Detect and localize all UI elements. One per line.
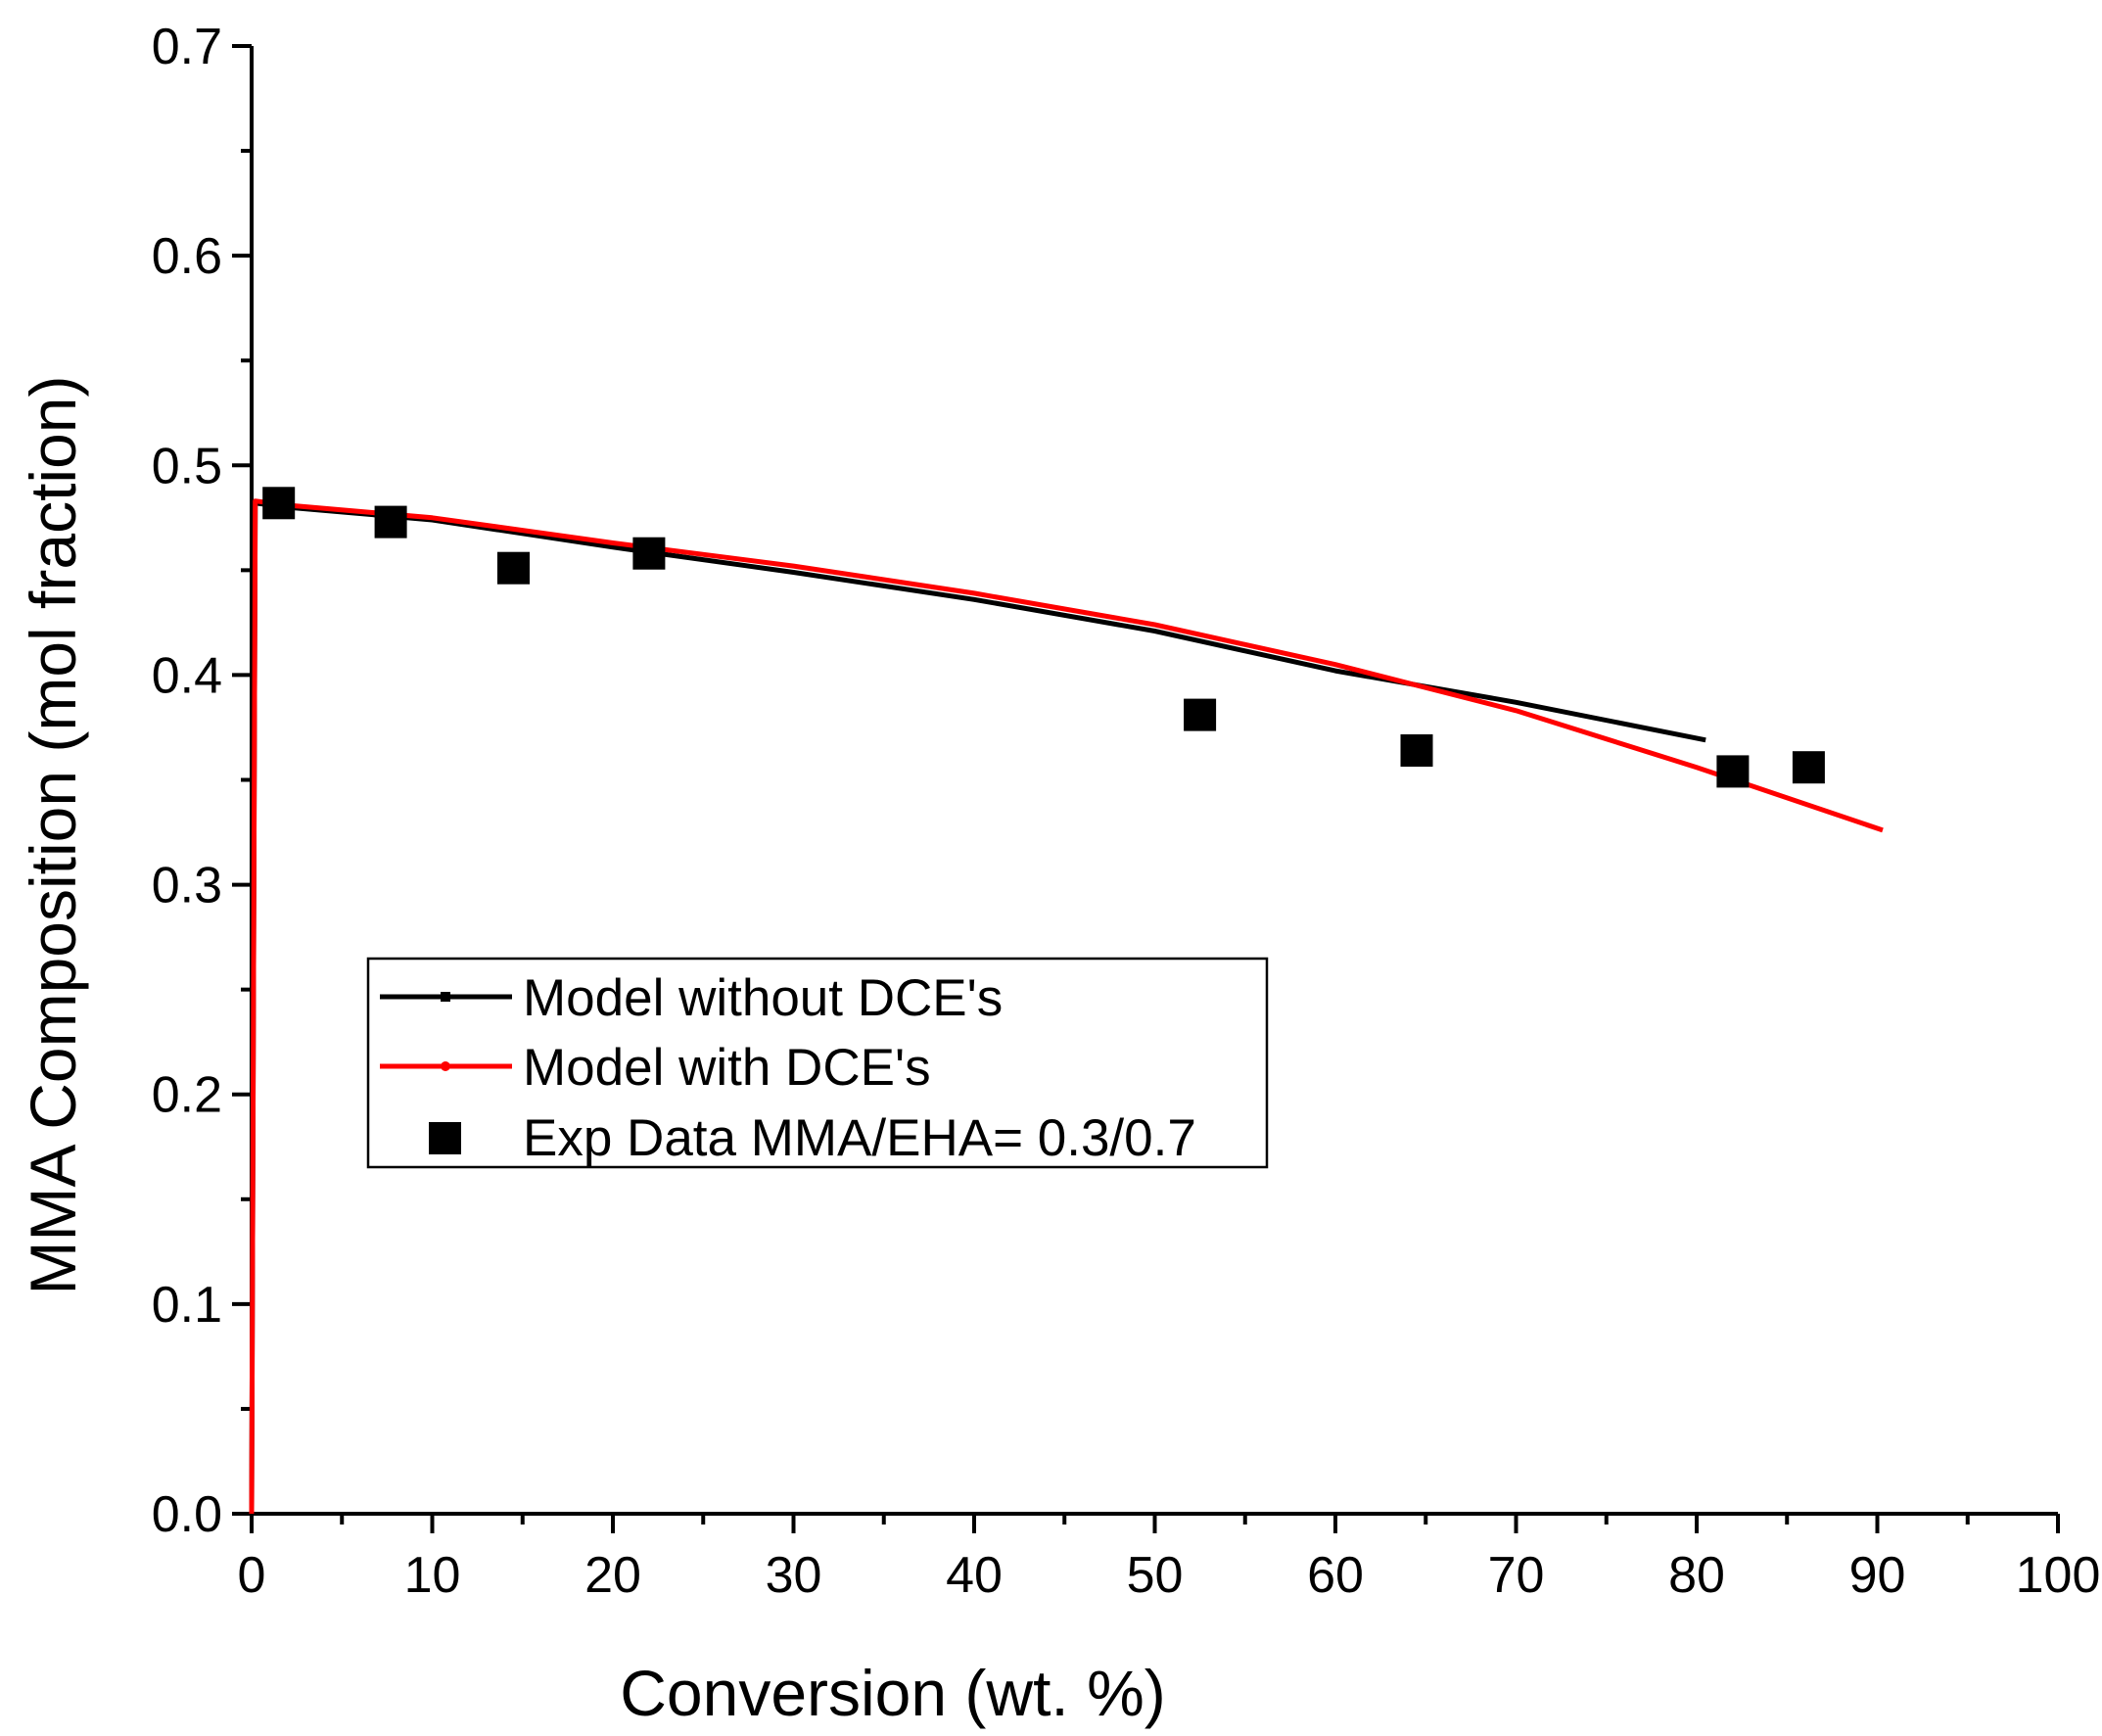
legend-marker-exp-data xyxy=(429,1122,461,1154)
legend-label-exp-data: Exp Data MMA/EHA= 0.3/0.7 xyxy=(523,1109,1196,1167)
x-tick-label: 40 xyxy=(946,1547,1003,1604)
x-axis-ticks: 0 10 20 30 40 50 60 70 80 90 100 xyxy=(238,1514,2101,1604)
x-tick-label: 90 xyxy=(1849,1547,1906,1604)
exp-data-point xyxy=(632,537,666,570)
x-tick-label: 100 xyxy=(2016,1547,2101,1604)
y-tick-label: 0.0 xyxy=(152,1486,222,1543)
y-tick-label: 0.7 xyxy=(152,19,222,75)
x-tick-label: 20 xyxy=(584,1547,641,1604)
legend-marker-model-with-dce xyxy=(441,1061,450,1071)
exp-data-point xyxy=(1792,751,1825,784)
y-tick-label: 0.6 xyxy=(152,228,222,285)
x-axis-title: Conversion (wt. %) xyxy=(620,1657,1166,1729)
y-axis-ticks: 0.0 0.1 0.2 0.3 0.4 0.5 0.6 0.7 xyxy=(152,19,252,1543)
y-tick-label: 0.3 xyxy=(152,858,222,915)
x-tick-label: 80 xyxy=(1668,1547,1725,1604)
y-tick-label: 0.5 xyxy=(152,438,222,494)
x-tick-label: 0 xyxy=(238,1547,266,1604)
exp-data-point xyxy=(374,505,407,539)
x-tick-label: 70 xyxy=(1488,1547,1545,1604)
series-layer xyxy=(249,487,1884,1515)
y-axis-title: MMA Composition (mol fraction) xyxy=(17,376,89,1295)
legend-box xyxy=(366,957,1269,1169)
exp-data-point xyxy=(1400,734,1433,767)
legend-marker-model-without-dce xyxy=(441,992,450,1002)
x-tick-label: 60 xyxy=(1307,1547,1364,1604)
exp-data-point xyxy=(1716,755,1750,788)
x-tick-label: 10 xyxy=(404,1547,461,1604)
y-tick-label: 0.1 xyxy=(152,1277,222,1334)
x-tick-label: 30 xyxy=(766,1547,822,1604)
exp-data-point xyxy=(1184,698,1217,731)
exp-data-point xyxy=(262,487,296,520)
legend-label-model-without-dce: Model without DCE's xyxy=(523,969,1003,1027)
plot-area: 0.0 0.1 0.2 0.3 0.4 0.5 0.6 0.7 0 10 20 30 40 50 60 70… xyxy=(152,19,2101,1604)
y-tick-label: 0.4 xyxy=(152,647,222,704)
exp-data-point xyxy=(497,551,530,585)
y-tick-label: 0.2 xyxy=(152,1067,222,1124)
legend-label-model-with-dce: Model with DCE's xyxy=(523,1039,931,1097)
legend: Model without DCE's Model with DCE's Exp… xyxy=(366,957,1269,1169)
x-tick-label: 50 xyxy=(1127,1547,1184,1604)
